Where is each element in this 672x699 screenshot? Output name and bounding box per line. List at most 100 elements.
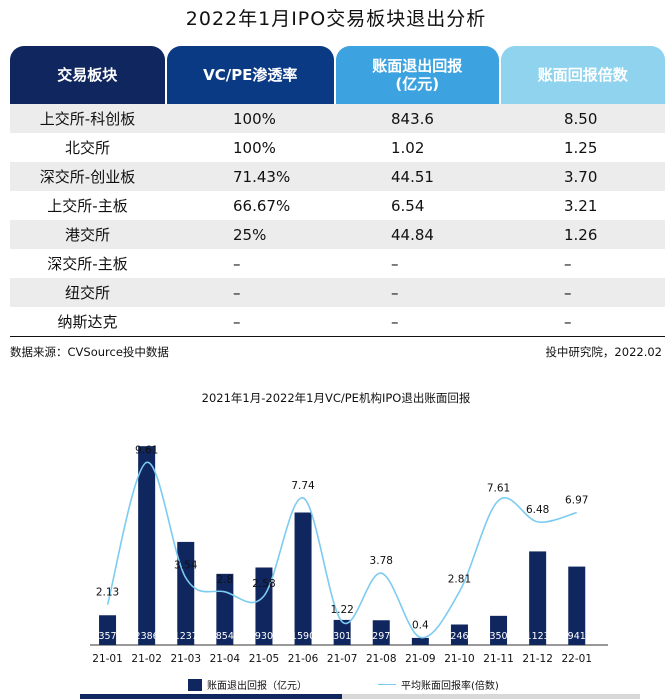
table-cell: –	[391, 283, 399, 302]
bar-value-label: 297	[372, 631, 390, 642]
table-row: 纳斯达克 – – –	[10, 307, 665, 336]
bar-value-label: 301	[333, 631, 351, 642]
table-header: 交易板块 VC/PE渗透率 账面退出回报 (亿元) 账面回报倍数	[10, 46, 666, 104]
table-cell: 100%	[233, 138, 276, 157]
table-row: 上交所-科创板 100% 843.6 8.50	[10, 104, 665, 133]
bar-value-label: 2386	[135, 631, 159, 642]
bar-value-label: 854	[216, 631, 234, 642]
line-value-label: 7.61	[487, 482, 510, 494]
table-cell: 44.84	[391, 225, 434, 244]
x-tick-label: 21-06	[288, 653, 319, 665]
table-cell: 深交所-创业板	[39, 168, 136, 186]
table-cell: 3.21	[564, 196, 598, 215]
bar	[138, 446, 156, 645]
line-value-label: 3.54	[174, 560, 198, 572]
credit-note: 投中研究院，2022.02	[545, 345, 662, 359]
table-cell: –	[391, 312, 399, 331]
bar-value-label: 1123	[526, 631, 550, 642]
table-cell: 6.54	[391, 196, 425, 215]
x-tick-label: 21-02	[131, 653, 162, 665]
bar-value-label: 357	[98, 631, 116, 642]
table-row: 港交所 25% 44.84 1.26	[10, 220, 665, 249]
x-tick-label: 21-09	[405, 653, 436, 665]
line-value-label: 2.8	[216, 574, 233, 586]
bar	[450, 624, 468, 645]
bar-value-label: 1590	[291, 631, 315, 642]
bar	[99, 615, 117, 645]
table-row: 深交所-创业板 71.43% 44.51 3.70	[10, 162, 665, 191]
bar-value-label: 1237	[174, 631, 198, 642]
table-cell: 深交所-主板	[47, 255, 128, 273]
bar-value-label: 350	[489, 631, 507, 642]
bar	[177, 541, 195, 645]
bar-value-label: 941	[568, 631, 586, 642]
table-cell: 44.51	[391, 167, 434, 186]
table-cell: 843.6	[391, 109, 434, 128]
x-tick-label: 21-07	[327, 653, 358, 665]
table-row: 深交所-主板 – – –	[10, 249, 665, 278]
table-cell: –	[233, 283, 241, 302]
table-cell: 8.50	[564, 109, 598, 128]
exit-return-chart: 357 21-01 2386 21-02 1237 21-03 854 21-04 930 21-…	[90, 444, 608, 665]
legend-line: 平均账面回报率(倍数)	[378, 677, 499, 692]
line-value-label: 2.13	[96, 587, 119, 599]
page-title: 2022年1月IPO交易板块退出分析	[185, 8, 487, 30]
x-tick-label: 22-01	[561, 653, 592, 665]
bar	[372, 620, 390, 645]
line-value-label: 3.78	[370, 555, 393, 567]
legend-line-swatch	[378, 684, 396, 685]
average-multiple-line	[106, 461, 577, 639]
table-bottom-rule	[10, 336, 665, 337]
table-cell: –	[233, 312, 241, 331]
table-cell: –	[391, 254, 399, 273]
table-row: 北交所 100% 1.02 1.25	[10, 133, 665, 162]
bar	[490, 615, 508, 645]
legend-bar: 账面退出回报（亿元）	[188, 677, 307, 692]
ipo-board-table: 交易板块 VC/PE渗透率 账面退出回报 (亿元) 账面回报倍数 上交所-科创板…	[10, 46, 666, 337]
x-tick-label: 21-04	[210, 653, 241, 665]
chart-title: 2021年1月-2022年1月VC/PE机构IPO退出账面回报	[201, 391, 471, 405]
legend-bar-label: 账面退出回报（亿元）	[207, 681, 307, 692]
line-value-label: 2.58	[252, 578, 275, 590]
footer-bar-accent	[80, 694, 342, 699]
header-board: 交易板块	[10, 46, 165, 104]
legend-bar-swatch	[188, 678, 202, 691]
bar-value-label: 930	[255, 631, 273, 642]
bar-value-label: 246	[450, 631, 468, 642]
header-exit-return: 账面退出回报 (亿元)	[336, 46, 499, 104]
table-cell: 北交所	[64, 139, 110, 157]
line-value-label: 7.74	[291, 480, 315, 492]
table-cell: 上交所-科创板	[39, 110, 136, 128]
table-cell: 纽交所	[64, 284, 110, 302]
footer-bar	[80, 694, 640, 699]
line-value-label: 6.97	[565, 495, 588, 507]
line-value-label: 6.48	[526, 504, 549, 516]
table-row: 纽交所 – – –	[10, 278, 665, 307]
bar	[294, 512, 312, 645]
table-cell: 纳斯达克	[57, 313, 118, 331]
table-body: 上交所-科创板 100% 843.6 8.50 北交所 100% 1.02 1.25 深交所-创…	[10, 104, 665, 336]
table-cell: 1.25	[564, 138, 598, 157]
table-cell: –	[233, 254, 241, 273]
line-value-label: 9.61	[135, 444, 158, 456]
x-tick-label: 21-10	[444, 653, 475, 665]
line-value-label: 2.81	[448, 574, 471, 586]
line-value-label: 1.22	[330, 604, 353, 616]
table-cell: 66.67%	[233, 196, 291, 215]
header-multiple: 账面回报倍数	[500, 46, 666, 104]
table-cell: –	[564, 312, 572, 331]
bar	[529, 551, 547, 645]
table-cell: 3.70	[564, 167, 598, 186]
table-cell: 1.26	[564, 225, 598, 244]
x-tick-label: 21-12	[522, 653, 553, 665]
table-cell: 1.02	[391, 138, 425, 157]
bar	[411, 637, 429, 645]
table-cell: –	[564, 283, 572, 302]
table-row: 上交所-主板 66.67% 6.54 3.21	[10, 191, 665, 220]
line-value-label: 0.4	[412, 619, 429, 631]
bar	[568, 566, 586, 645]
table-cell: 25%	[233, 225, 267, 244]
x-tick-label: 21-03	[170, 653, 201, 665]
source-note: 数据来源：CVSource投中数据	[10, 345, 169, 359]
bar	[333, 619, 351, 645]
